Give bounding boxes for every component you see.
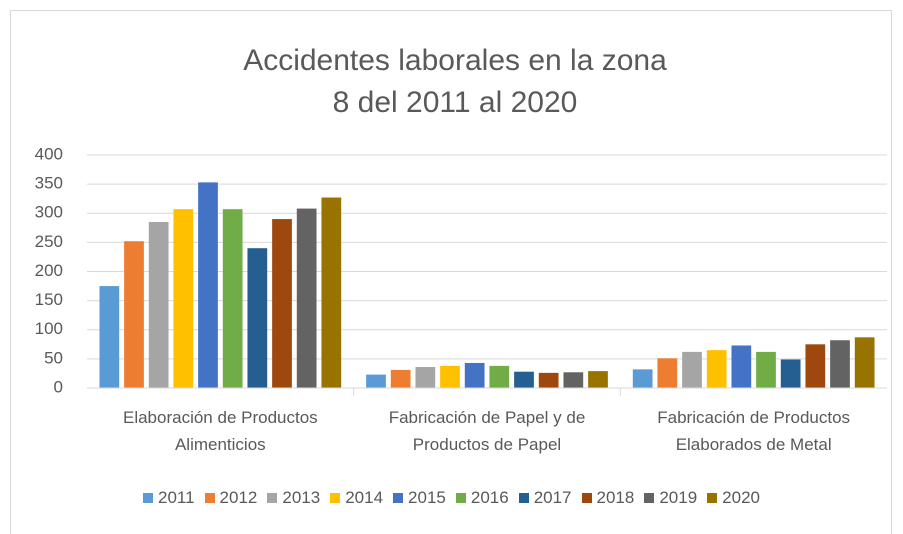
bar [563,372,584,388]
legend-swatch [267,493,278,503]
bar [440,365,460,388]
bar [272,219,292,388]
legend-label: 2016 [470,488,509,507]
legend-label: 2019 [659,488,698,507]
y-tick-label: 150 [35,290,63,309]
x-tick-label: Fabricación de Papel y de Productos de P… [388,408,586,454]
legend-item: 2011 [142,488,195,508]
legend-item: 2016 [455,488,509,508]
bar [173,209,194,388]
legend-swatch [330,493,341,503]
legend-swatch [518,493,529,503]
legend-label: 2017 [533,488,572,507]
legend-label: 2013 [282,488,321,507]
legend-item: 2020 [707,488,760,508]
legend-item: 2015 [393,488,446,508]
legend-swatch [707,493,718,503]
legend-swatch [581,493,592,503]
bar [632,369,653,388]
legend-item: 2013 [267,488,320,508]
bar [464,362,485,388]
y-tick-label: 50 [44,348,63,367]
x-tick-label: Fabricación de Productos Elaborados de M… [657,408,851,454]
bar [321,197,342,388]
y-tick-label: 300 [35,203,63,222]
bar [489,365,510,388]
legend-label: 2015 [408,488,446,507]
chart-title: Accidentes laborales en la zona 8 del 20… [243,44,667,119]
bar [222,209,243,388]
bar [657,358,678,388]
bar [296,208,317,388]
bar [415,367,436,388]
y-tick-label: 100 [35,319,63,338]
bar [99,286,120,388]
legend-label: 2018 [596,488,635,507]
bar [854,337,875,388]
bar [756,351,776,388]
y-tick-label: 400 [35,144,63,163]
y-tick-label: 0 [54,377,63,396]
bar [706,350,727,388]
chart-border [10,10,892,534]
legend-label: 2012 [219,488,258,507]
y-tick-label: 350 [35,174,63,193]
legend-swatch [393,493,404,503]
bar [366,374,386,388]
legend-label: 2020 [722,488,760,507]
legend-item: 2019 [644,488,697,508]
bar [805,344,826,388]
bar [148,221,169,388]
bar [830,340,850,388]
bar [198,182,218,388]
bar [247,248,268,388]
legend-label: 2011 [157,488,195,507]
legend-swatch [142,493,153,503]
legend-swatch [455,493,466,503]
x-tick-label: Elaboración de Productos Alimenticios [122,408,318,454]
legend-item: 2018 [581,488,635,508]
bar [588,371,608,388]
legend-swatch [644,493,655,503]
bar [390,369,411,388]
bar [514,371,534,388]
legend-item: 2012 [204,488,258,508]
legend-item: 2017 [518,488,572,508]
bar [731,345,752,388]
bar [780,359,801,388]
legend-label: 2014 [345,488,384,507]
bar [682,351,702,388]
y-tick-label: 250 [35,232,63,251]
legend-item: 2014 [330,488,383,508]
legend: 2011 2012 2013 2014 2015 2016 2017 2018 2019 2020 [0,488,903,508]
y-tick-label: 200 [35,261,63,280]
bar [538,372,559,388]
legend-swatch [204,493,215,503]
bar [124,241,144,388]
